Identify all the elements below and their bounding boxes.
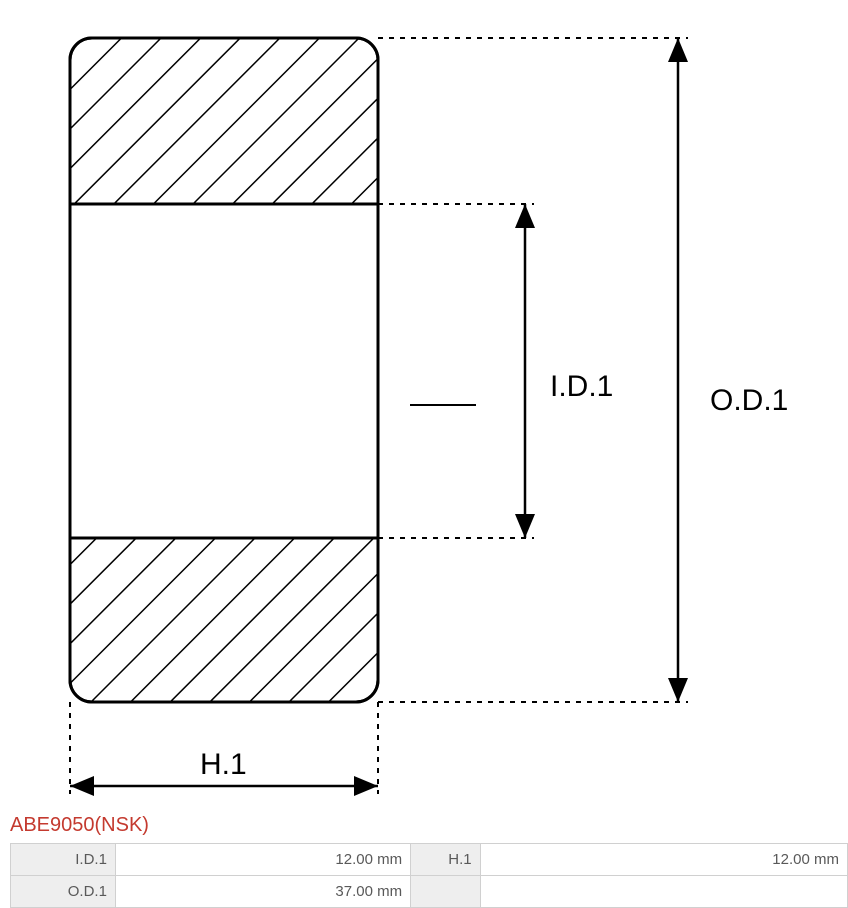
table-row: O.D.1 37.00 mm bbox=[11, 876, 848, 908]
cell-value: 12.00 mm bbox=[481, 844, 848, 876]
cell-label: I.D.1 bbox=[11, 844, 116, 876]
cell-label: O.D.1 bbox=[11, 876, 116, 908]
dim-od-label: O.D.1 bbox=[710, 384, 788, 417]
hatch-bottom bbox=[70, 538, 378, 702]
dim-id-label: I.D.1 bbox=[550, 370, 613, 403]
part-title: ABE9050(NSK) bbox=[0, 810, 848, 843]
hatch-top bbox=[70, 38, 378, 204]
cell-label bbox=[411, 876, 481, 908]
spec-table: I.D.1 12.00 mm H.1 12.00 mm O.D.1 37.00 … bbox=[10, 843, 848, 908]
table-row: I.D.1 12.00 mm H.1 12.00 mm bbox=[11, 844, 848, 876]
cell-value: 12.00 mm bbox=[116, 844, 411, 876]
cell-value: 37.00 mm bbox=[116, 876, 411, 908]
bearing-section-diagram: O.D.1 I.D.1 H.1 bbox=[0, 0, 848, 810]
dim-h-label: H.1 bbox=[200, 748, 247, 781]
cell-value bbox=[481, 876, 848, 908]
dim-h: H.1 bbox=[70, 702, 378, 796]
dim-id: I.D.1 bbox=[378, 204, 613, 538]
cell-label: H.1 bbox=[411, 844, 481, 876]
